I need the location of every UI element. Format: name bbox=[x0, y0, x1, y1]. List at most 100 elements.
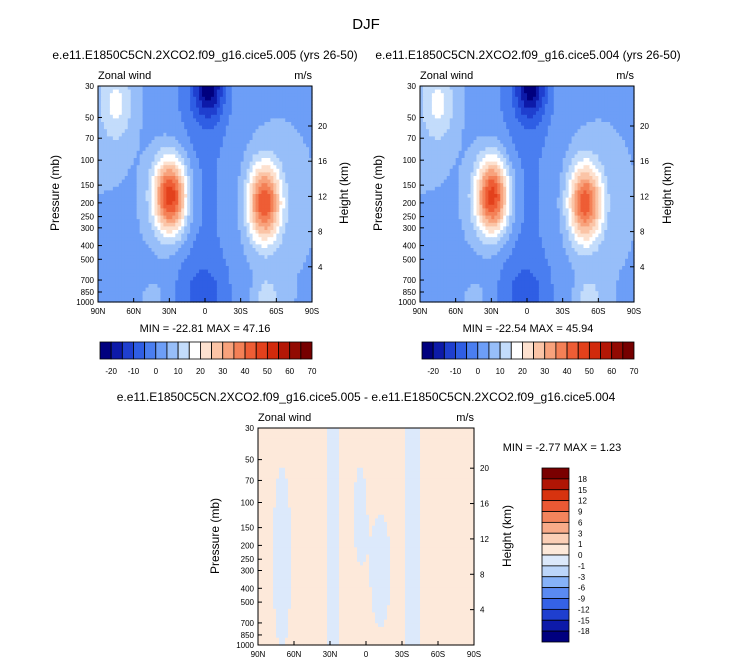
contour-cell bbox=[294, 204, 298, 209]
contour-cell bbox=[187, 233, 191, 238]
contour-cell bbox=[252, 161, 257, 166]
contour-cell bbox=[181, 104, 185, 109]
contour-cell bbox=[196, 244, 200, 249]
contour-cell bbox=[309, 165, 313, 170]
contour-cell bbox=[249, 132, 254, 137]
contour-cell bbox=[109, 186, 114, 191]
contour-cell bbox=[461, 86, 466, 91]
contour-cell bbox=[243, 100, 248, 105]
contour-cell bbox=[106, 280, 111, 285]
contour-cell bbox=[291, 230, 295, 235]
contour-cell bbox=[273, 197, 277, 202]
contour-cell bbox=[267, 168, 271, 173]
contour-cell bbox=[193, 280, 197, 285]
contour-cell bbox=[207, 143, 212, 148]
contour-cell bbox=[222, 93, 227, 98]
contour-cell bbox=[145, 118, 150, 123]
contour-cell bbox=[210, 273, 215, 278]
contour-cell bbox=[420, 107, 424, 112]
contour-cell bbox=[178, 208, 182, 213]
contour-cell bbox=[166, 287, 170, 292]
contour-cell bbox=[98, 190, 102, 195]
contour-cell bbox=[175, 230, 179, 235]
contour-cell bbox=[181, 89, 185, 94]
contour-cell bbox=[258, 158, 263, 163]
contour-cell bbox=[258, 161, 263, 166]
contour-cell bbox=[178, 219, 182, 224]
contour-cell bbox=[279, 158, 283, 163]
contour-cell bbox=[184, 212, 188, 217]
contour-cell bbox=[237, 129, 242, 134]
contour-cell bbox=[136, 276, 141, 281]
contour-cell bbox=[154, 183, 159, 188]
contour-cell bbox=[193, 176, 197, 181]
contour-cell bbox=[571, 89, 576, 94]
contour-cell bbox=[121, 125, 126, 130]
contour-cell bbox=[205, 150, 209, 155]
contour-cell bbox=[264, 291, 269, 296]
contour-cell bbox=[169, 111, 173, 116]
contour-cell bbox=[518, 111, 522, 116]
contour-cell bbox=[285, 154, 289, 159]
contour-cell bbox=[461, 93, 466, 98]
contour-cell bbox=[449, 114, 454, 119]
contour-cell bbox=[133, 168, 138, 173]
contour-cell bbox=[309, 233, 313, 238]
contour-cell bbox=[222, 125, 227, 130]
pressure-tick-label: 400 bbox=[81, 242, 95, 251]
contour-cell bbox=[151, 215, 156, 220]
contour-cell bbox=[228, 165, 233, 170]
contour-cell bbox=[461, 100, 466, 105]
contour-cell bbox=[437, 114, 442, 119]
contour-cell bbox=[240, 165, 245, 170]
contour-cell bbox=[193, 219, 197, 224]
contour-cell bbox=[178, 294, 182, 299]
contour-cell bbox=[124, 266, 129, 271]
contour-cell bbox=[205, 107, 209, 112]
contour-cell bbox=[142, 118, 147, 123]
contour-cell bbox=[124, 147, 129, 152]
contour-cell bbox=[127, 230, 132, 235]
contour-cell bbox=[103, 251, 108, 256]
contour-cell bbox=[420, 100, 424, 105]
contour-cell bbox=[291, 168, 295, 173]
contour-cell bbox=[309, 140, 313, 145]
contour-cell bbox=[112, 208, 117, 213]
contour-cell bbox=[103, 186, 108, 191]
contour-cell bbox=[240, 244, 245, 249]
contour-cell bbox=[306, 280, 310, 285]
contour-cell bbox=[181, 197, 185, 202]
contour-cell bbox=[279, 212, 283, 217]
contour-cell bbox=[288, 255, 292, 260]
contour-cell bbox=[231, 266, 236, 271]
contour-cell bbox=[264, 240, 269, 245]
contour-cell bbox=[115, 186, 120, 191]
contour-cell bbox=[127, 140, 132, 145]
contour-cell bbox=[279, 204, 283, 209]
contour-cell bbox=[207, 233, 212, 238]
contour-cell bbox=[130, 251, 135, 256]
contour-cell bbox=[154, 208, 159, 213]
contour-cell bbox=[243, 183, 248, 188]
contour-cell bbox=[467, 86, 472, 91]
contour-cell bbox=[136, 107, 141, 112]
contour-cell bbox=[142, 280, 147, 285]
contour-cell bbox=[225, 111, 230, 116]
contour-cell bbox=[127, 165, 132, 170]
contour-cell bbox=[598, 100, 602, 105]
contour-cell bbox=[193, 125, 197, 130]
contour-cell bbox=[237, 154, 242, 159]
contour-cell bbox=[458, 86, 463, 91]
contour-cell bbox=[136, 266, 141, 271]
contour-cell bbox=[157, 204, 162, 209]
contour-cell bbox=[279, 140, 283, 145]
contour-cell bbox=[154, 240, 159, 245]
contour-cell bbox=[130, 150, 135, 155]
contour-cell bbox=[106, 298, 111, 303]
contour-cell bbox=[586, 107, 591, 112]
contour-cell bbox=[169, 226, 173, 231]
contour-cell bbox=[273, 161, 277, 166]
contour-cell bbox=[169, 298, 173, 303]
contour-cell bbox=[133, 186, 138, 191]
contour-cell bbox=[213, 269, 218, 274]
